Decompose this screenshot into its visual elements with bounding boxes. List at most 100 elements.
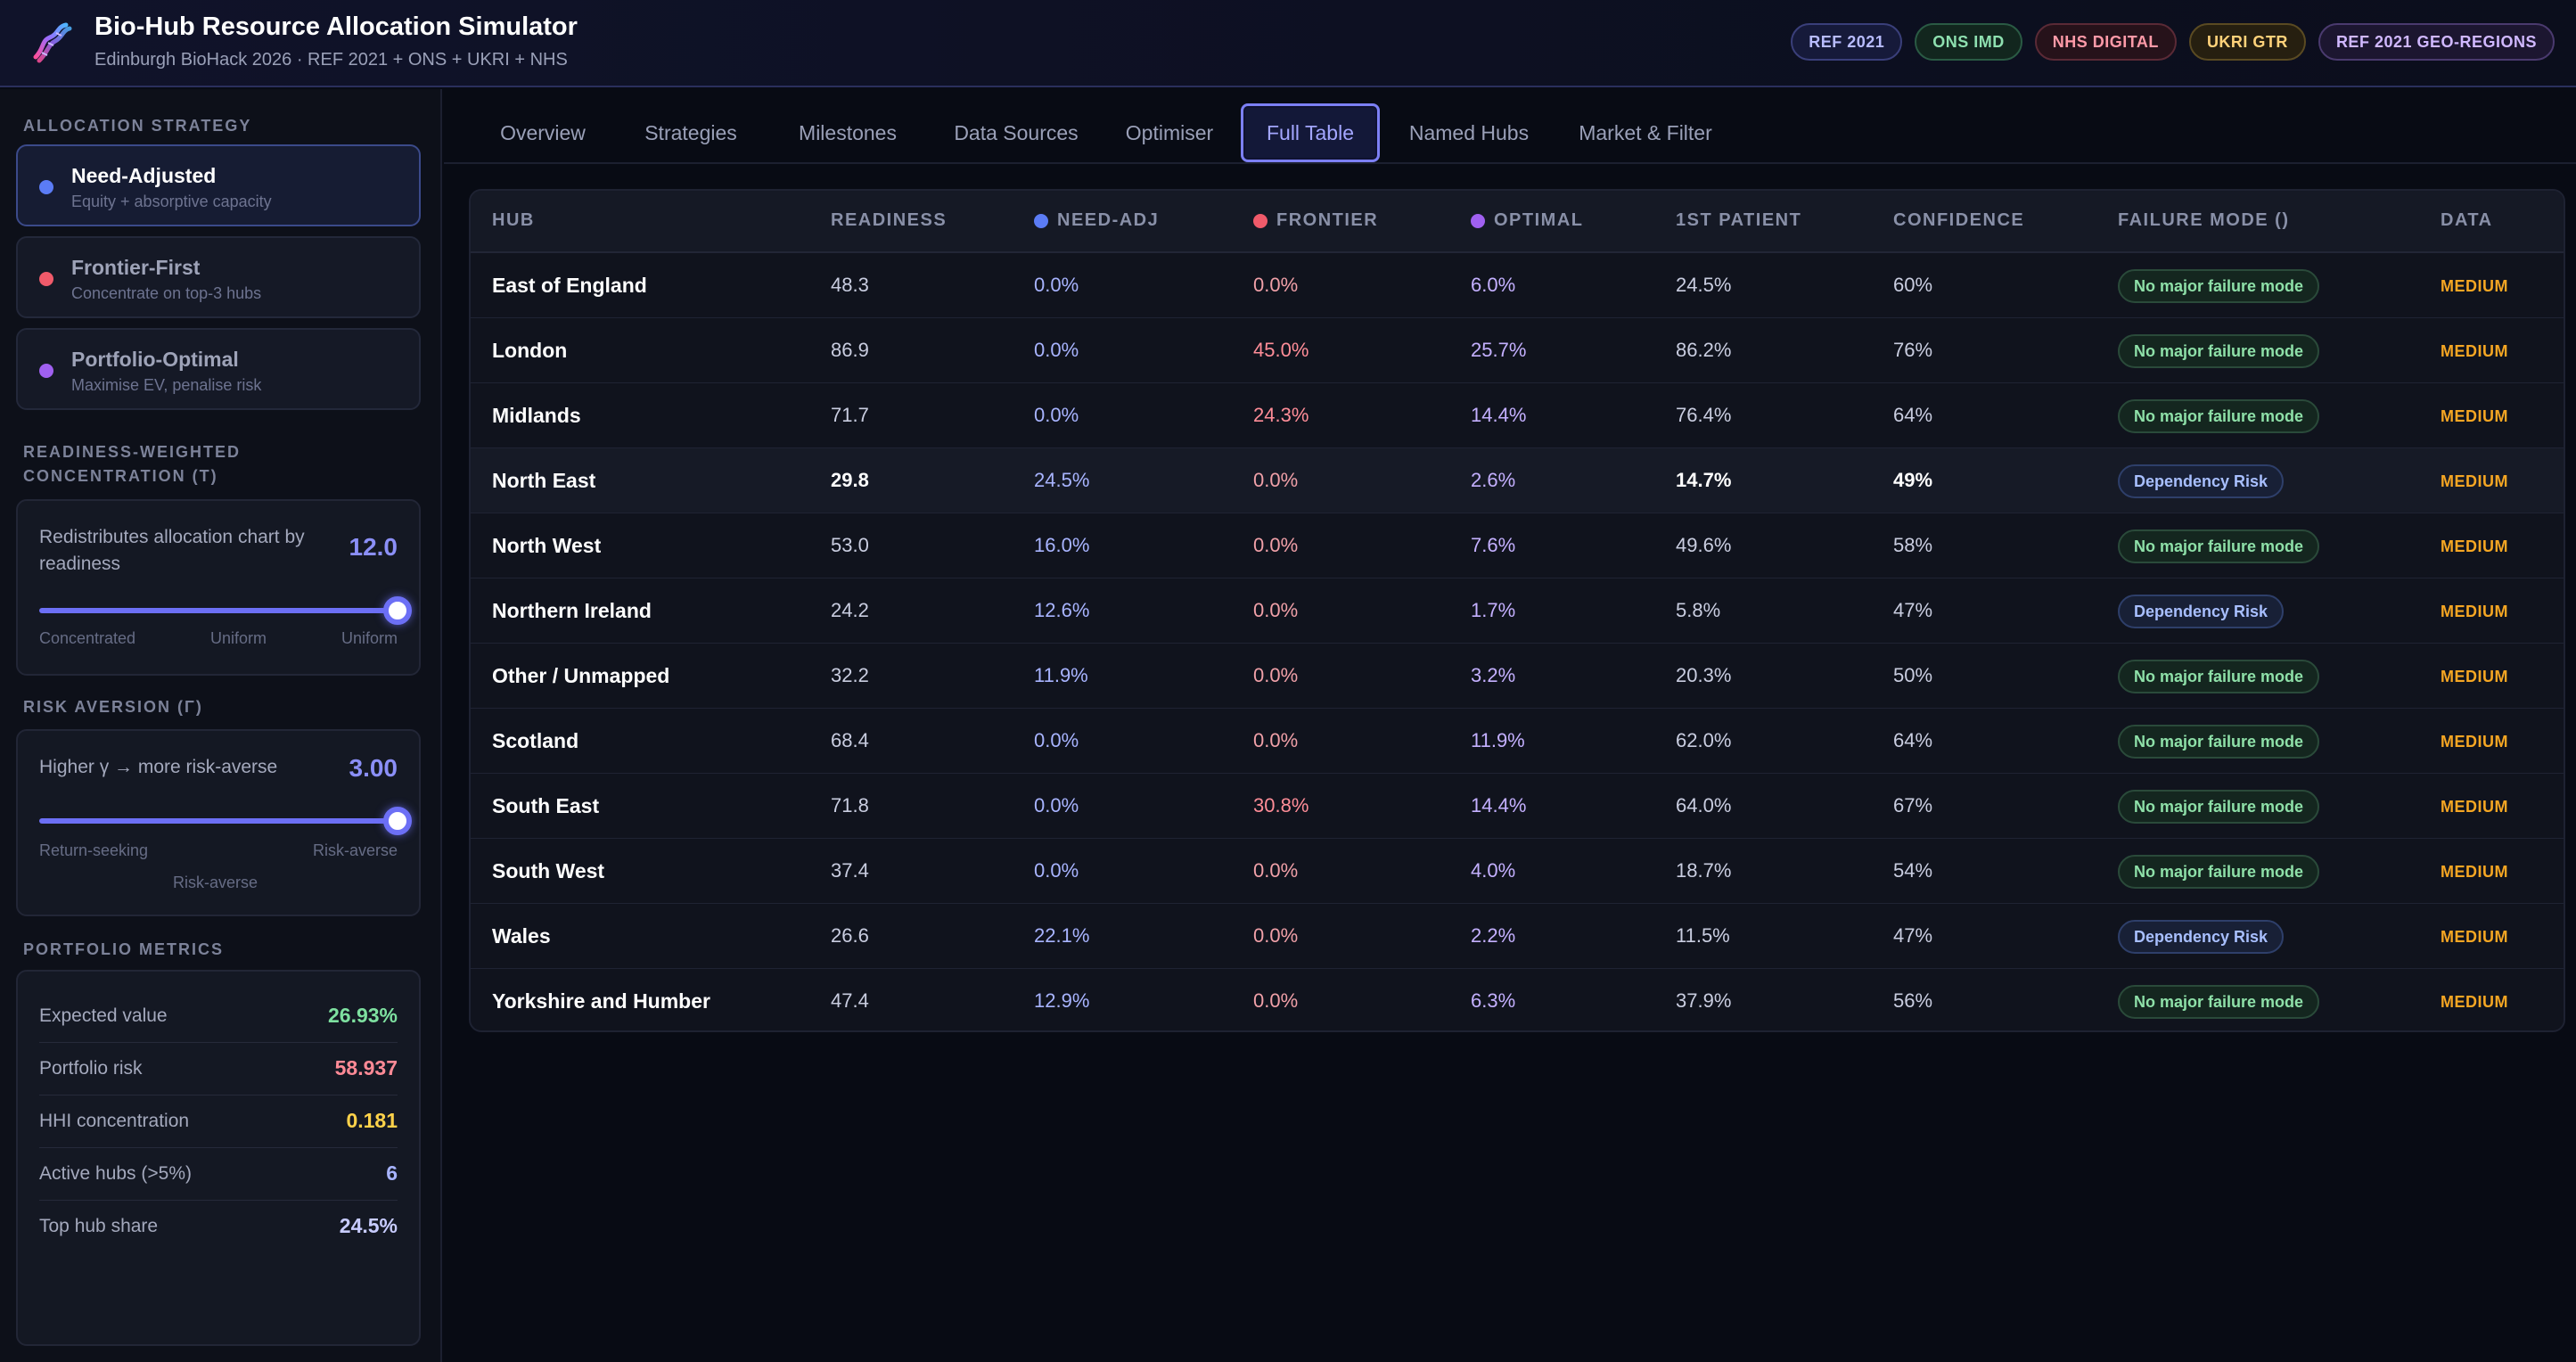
metric-label: Active hubs (>5%) [39, 1163, 192, 1184]
table-row[interactable]: South East 71.8 0.0% 30.8% 14.4% 64.0% 67% No m… [471, 774, 2564, 839]
data-quality-badge: MEDIUM [2441, 928, 2508, 946]
tab-strategies[interactable]: Strategies [644, 120, 737, 144]
frontier-value: 24.3% [1253, 404, 1309, 426]
source-badge: NHS DIGITAL [2034, 23, 2177, 61]
failure-mode-badge: No major failure mode [2118, 725, 2320, 759]
need-adj-value: 0.0% [1034, 339, 1079, 361]
strategy-option-portfolio-optimal[interactable]: Portfolio-Optimal Maximise EV, penalise r… [16, 328, 421, 410]
readiness-value: 47.4 [831, 989, 869, 1012]
tab-market-filter[interactable]: Market & Filter [1579, 120, 1712, 144]
optimal-value: 14.4% [1471, 794, 1527, 816]
first-patient-value: 62.0% [1676, 729, 1732, 751]
col-need-adj[interactable]: NEED-ADJ [1034, 210, 1159, 231]
strategy-option-frontier-first[interactable]: Frontier-First Concentrate on top-3 hubs [16, 236, 421, 318]
failure-mode-badge: No major failure mode [2118, 660, 2320, 693]
readiness-value: 53.0 [831, 534, 869, 556]
optimal-dot-icon [1471, 213, 1485, 228]
tau-card: Redistributes allocation chart by readin… [16, 499, 421, 676]
table-row[interactable]: Yorkshire and Humber 47.4 12.9% 0.0% 6.3% 37.… [471, 969, 2564, 1030]
need-adj-value: 12.6% [1034, 599, 1090, 621]
tab-full-table[interactable]: Full Table [1241, 103, 1380, 162]
tab-overview[interactable]: Overview [500, 120, 586, 144]
frontier-value: 0.0% [1253, 274, 1299, 296]
optimal-value: 7.6% [1471, 534, 1516, 556]
tau-slider-track[interactable] [39, 608, 398, 613]
hub-name: Yorkshire and Humber [492, 989, 710, 1013]
hub-name: London [492, 339, 568, 362]
table-row[interactable]: East of England 48.3 0.0% 0.0% 6.0% 24.5% 60% N… [471, 253, 2564, 318]
hub-name: Other / Unmapped [492, 664, 670, 687]
need-adj-value: 0.0% [1034, 729, 1079, 751]
source-badge: REF 2021 GEO-REGIONS [2318, 23, 2555, 61]
gamma-slider-thumb[interactable] [383, 807, 412, 835]
need-adj-value: 24.5% [1034, 469, 1090, 491]
strategy-option-need-adjusted[interactable]: Need-Adjusted Equity + absorptive capacit… [16, 144, 421, 226]
readiness-value: 37.4 [831, 859, 869, 882]
strategy-dot-icon [39, 272, 53, 286]
metric-label: HHI concentration [39, 1111, 190, 1131]
frontier-value: 0.0% [1253, 469, 1299, 491]
col-optimal[interactable]: OPTIMAL [1471, 210, 1584, 231]
tau-label: READINESS-WEIGHTED CONCENTRATION (Τ) [23, 443, 242, 485]
gamma-tick-right: Risk-averse [312, 841, 398, 859]
col-confidence[interactable]: CONFIDENCE [1893, 210, 2025, 230]
need-adj-dot-icon [1034, 213, 1048, 228]
table-row[interactable]: North East 29.8 24.5% 0.0% 2.6% 14.7% 49% Depen… [471, 448, 2564, 513]
readiness-value: 68.4 [831, 729, 869, 751]
table-row[interactable]: North West 53.0 16.0% 0.0% 7.6% 49.6% 58% No ma… [471, 513, 2564, 578]
table-row[interactable]: Midlands 71.7 0.0% 24.3% 14.4% 76.4% 64% No maj… [471, 383, 2564, 448]
tab-named-hubs[interactable]: Named Hubs [1408, 120, 1530, 144]
col-first-patient[interactable]: 1ST PATIENT [1676, 210, 1802, 230]
col-frontier-label: FRONTIER [1276, 210, 1379, 230]
metric-row: Expected value 26.93% [39, 991, 398, 1043]
table-row[interactable]: London 86.9 0.0% 45.0% 25.7% 86.2% 76% No major… [471, 318, 2564, 383]
col-need-adj-label: NEED-ADJ [1057, 210, 1160, 230]
need-adj-value: 0.0% [1034, 404, 1079, 426]
col-failure-mode[interactable]: FAILURE MODE () [2118, 210, 2290, 230]
frontier-value: 45.0% [1253, 339, 1309, 361]
table-row[interactable]: Northern Ireland 24.2 12.6% 0.0% 1.7% 5.8% 47%… [471, 578, 2564, 644]
frontier-value: 0.0% [1253, 534, 1299, 556]
confidence-value: 54% [1893, 859, 1933, 882]
table-row[interactable]: Scotland 68.4 0.0% 0.0% 11.9% 62.0% 64% No majo… [471, 709, 2564, 774]
strategy-name: Need-Adjusted [71, 164, 217, 187]
app-title: Bio-Hub Resource Allocation Simulator [94, 12, 578, 41]
data-quality-badge: MEDIUM [2441, 603, 2508, 620]
first-patient-value: 24.5% [1676, 274, 1732, 296]
optimal-value: 14.4% [1471, 404, 1527, 426]
metric-row: Portfolio risk 58.937 [39, 1044, 398, 1095]
data-quality-badge: MEDIUM [2441, 472, 2508, 490]
table-row[interactable]: Wales 26.6 22.1% 0.0% 2.2% 11.5% 47% Dependency… [471, 904, 2564, 969]
readiness-value: 26.6 [831, 924, 869, 947]
col-data[interactable]: DATA [2441, 210, 2493, 230]
table-row[interactable]: Other / Unmapped 32.2 11.9% 0.0% 3.2% 20.3% 50… [471, 644, 2564, 709]
full-table: HUB READINESS NEED-ADJ FRONTIER OPTIMAL … [469, 189, 2565, 1032]
col-hub[interactable]: HUB [492, 210, 535, 230]
first-patient-value: 14.7% [1676, 469, 1732, 491]
optimal-value: 2.2% [1471, 924, 1516, 947]
hub-name: Northern Ireland [492, 599, 652, 622]
metric-value: 6 [386, 1161, 398, 1185]
optimal-value: 25.7% [1471, 339, 1527, 361]
failure-mode-badge: No major failure mode [2118, 855, 2320, 889]
tab-bar: Overview Strategies Milestones Data Sources… [444, 89, 2576, 164]
optimal-value: 6.0% [1471, 274, 1516, 296]
col-readiness[interactable]: READINESS [831, 210, 948, 230]
tau-slider-thumb[interactable] [383, 596, 412, 625]
frontier-value: 0.0% [1253, 664, 1299, 686]
hub-name: East of England [492, 274, 647, 297]
tab-data-sources[interactable]: Data Sources [954, 120, 1079, 144]
hub-name: South West [492, 859, 605, 882]
tau-description: Redistributes allocation chart by readin… [39, 527, 305, 574]
col-frontier[interactable]: FRONTIER [1253, 210, 1378, 231]
strategy-description: Equity + absorptive capacity [71, 193, 272, 210]
readiness-value: 32.2 [831, 664, 869, 686]
failure-mode-badge: No major failure mode [2118, 269, 2320, 303]
confidence-value: 47% [1893, 924, 1933, 947]
tau-value: 12.0 [349, 533, 398, 561]
table-row[interactable]: South West 37.4 0.0% 0.0% 4.0% 18.7% 54% No maj… [471, 839, 2564, 904]
gamma-slider-track[interactable] [39, 818, 398, 824]
tab-milestones[interactable]: Milestones [799, 120, 897, 144]
failure-mode-badge: No major failure mode [2118, 399, 2320, 433]
tab-optimiser[interactable]: Optimiser [1125, 120, 1214, 144]
